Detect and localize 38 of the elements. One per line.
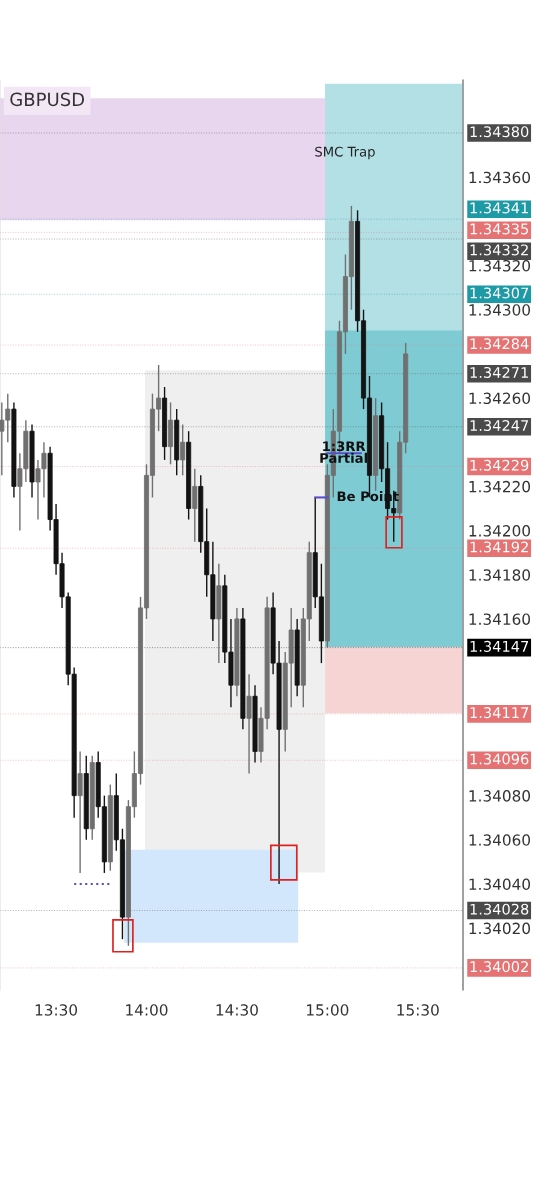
candlestick (77, 750, 83, 874)
y-tick-label: 1.34180 (469, 569, 531, 581)
ref-line-label: 1.34028 (470, 903, 529, 915)
ref-line-label: 1.34002 (470, 961, 528, 973)
ref-line-label: 1.34117 (470, 707, 529, 719)
ref-line-label: 1.34096 (470, 753, 529, 765)
candlestick (180, 423, 186, 477)
y-tick-label: 1.34200 (469, 525, 531, 537)
y-tick-label: 1.34080 (469, 790, 531, 802)
y-tick-label: 1.34160 (469, 613, 531, 625)
ref-line-label: 1.34332 (470, 244, 528, 256)
annotation: SMC Trap (315, 146, 375, 160)
candlestick (246, 673, 252, 775)
text: GBPUSD (10, 92, 85, 107)
y-tick-label: 1.34360 (469, 171, 531, 184)
y-tick-label: 1.34320 (469, 260, 531, 272)
ref-line-label: 1.34147 (470, 640, 529, 652)
y-tick-label: 1.34040 (469, 878, 531, 890)
ref-line-label: 1.34380 (470, 126, 529, 138)
y-tick-label: 1.34220 (469, 480, 531, 493)
ref-line-label: 1.34192 (470, 541, 528, 553)
x-tick-label: 15:30 (397, 1004, 439, 1016)
ref-line-label: 1.34284 (470, 338, 529, 350)
x-tick-label: 15:00 (307, 1004, 349, 1016)
x-tick-label: 14:30 (216, 1004, 258, 1016)
y-tick-label: 1.34020 (469, 922, 531, 935)
ref-line-label: 1.34335 (470, 223, 529, 235)
x-tick-label: 14:00 (126, 1004, 168, 1016)
x-tick-label: 13:30 (35, 1004, 78, 1016)
ref-line-label: 1.34307 (470, 287, 529, 299)
ref-line-label: 1.34271 (470, 366, 528, 378)
y-tick-label: 1.34060 (469, 834, 531, 846)
ref-line-label: 1.34247 (470, 419, 529, 431)
candlestick (192, 468, 198, 543)
y-tick-label: 1.34300 (469, 304, 531, 316)
ref-line-label: 1.34229 (470, 459, 529, 471)
ref-line-label: 1.34341 (470, 202, 528, 214)
y-tick-label: 1.34260 (469, 392, 531, 405)
